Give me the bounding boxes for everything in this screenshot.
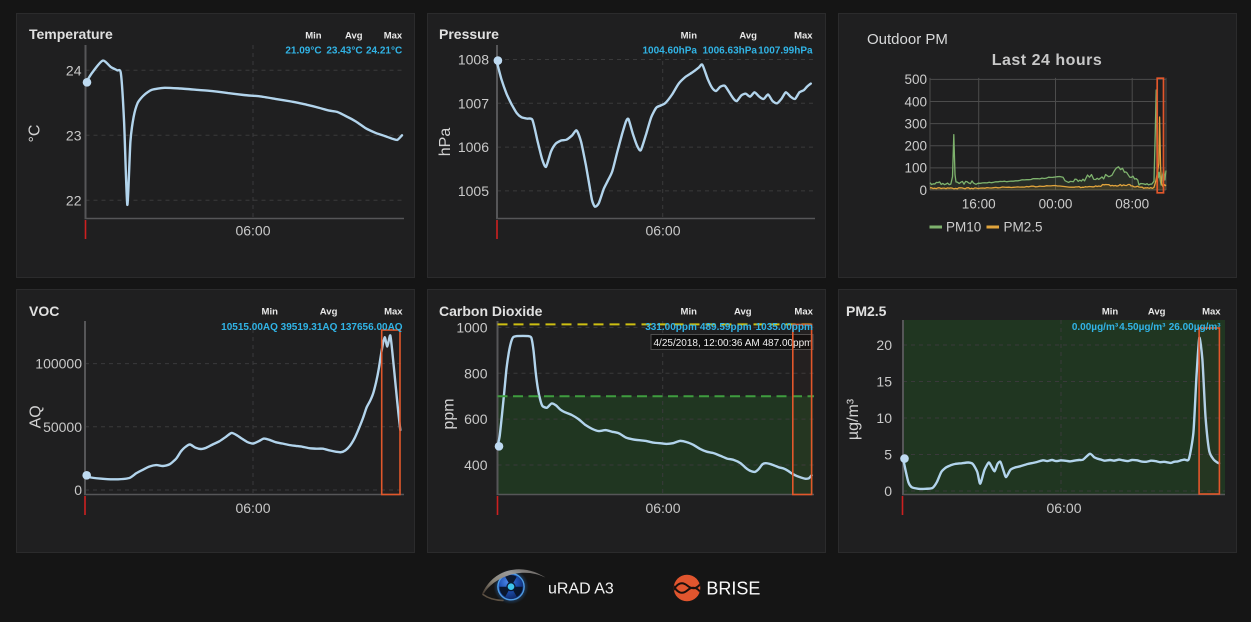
svg-text:489.59ppm: 489.59ppm [700,322,752,333]
svg-text:4.50µg/m³: 4.50µg/m³ [1119,322,1166,333]
svg-text:21.09°C: 21.09°C [285,46,321,57]
svg-text:Min: Min [262,307,279,318]
svg-text:100000: 100000 [35,356,82,372]
svg-text:Min: Min [305,31,322,42]
svg-text:Avg: Avg [734,307,752,318]
svg-text:10: 10 [876,410,892,426]
svg-text:VOC: VOC [29,303,59,319]
svg-text:1035.00ppm: 1035.00ppm [756,322,813,333]
svg-text:0: 0 [919,183,927,198]
svg-text:800: 800 [464,365,488,381]
svg-text:0: 0 [74,482,82,498]
svg-text:331.00ppm: 331.00ppm [645,322,697,333]
svg-text:20: 20 [876,337,892,353]
svg-text:06:00: 06:00 [235,500,270,516]
svg-text:06:00: 06:00 [235,223,270,239]
svg-text:06:00: 06:00 [1046,500,1081,516]
svg-text:Min: Min [1102,307,1119,318]
svg-text:Temperature: Temperature [29,26,113,42]
svg-text:µg/m³: µg/m³ [845,398,862,440]
svg-text:24: 24 [66,62,82,78]
svg-text:1007: 1007 [458,95,489,111]
svg-text:22: 22 [66,192,82,208]
svg-text:0.00µg/m³: 0.00µg/m³ [1072,322,1119,333]
svg-text:PM2.5: PM2.5 [846,303,887,319]
svg-text:Pressure: Pressure [439,26,499,42]
svg-text:BRISE: BRISE [706,579,760,599]
svg-text:ppm: ppm [441,398,458,429]
svg-text:1007.99hPa: 1007.99hPa [758,46,813,57]
svg-text:Max: Max [384,307,403,318]
svg-text:06:00: 06:00 [645,223,680,239]
svg-text:Outdoor PM: Outdoor PM [867,31,948,48]
svg-text:Max: Max [384,31,403,42]
svg-text:600: 600 [464,411,488,427]
svg-text:400: 400 [464,457,488,473]
svg-text:5: 5 [884,447,892,463]
svg-text:1006: 1006 [458,139,489,155]
svg-text:AQ: AQ [28,405,45,428]
svg-text:500: 500 [904,72,927,87]
svg-text:uRAD A3: uRAD A3 [548,581,614,598]
svg-text:Max: Max [794,31,813,42]
svg-text:39519.31AQ: 39519.31AQ [281,322,338,333]
svg-text:4/25/2018, 12:00:36 AM 487.00p: 4/25/2018, 12:00:36 AM 487.00ppm [654,338,813,349]
svg-text:1008: 1008 [458,52,489,68]
svg-text:50000: 50000 [43,419,82,435]
svg-text:Avg: Avg [345,31,363,42]
svg-text:Min: Min [681,307,698,318]
svg-text:Avg: Avg [739,31,757,42]
svg-text:26.00µg/m³: 26.00µg/m³ [1169,322,1222,333]
svg-text:Max: Max [1202,307,1221,318]
svg-text:Avg: Avg [320,307,338,318]
svg-text:Min: Min [681,31,698,42]
svg-text:°C: °C [27,125,44,143]
svg-text:0: 0 [884,483,892,499]
svg-text:06:00: 06:00 [645,500,680,516]
svg-text:hPa: hPa [437,128,454,157]
svg-text:08:00: 08:00 [1115,197,1149,212]
svg-text:24.21°C: 24.21°C [366,46,402,57]
svg-text:23.43°C: 23.43°C [326,46,362,57]
svg-text:100: 100 [904,161,927,176]
svg-text:1004.60hPa: 1004.60hPa [643,46,698,57]
svg-text:300: 300 [904,116,927,131]
svg-text:23: 23 [66,127,82,143]
svg-text:00:00: 00:00 [1039,197,1073,212]
svg-text:Carbon Dioxide: Carbon Dioxide [439,303,543,319]
svg-text:Max: Max [794,307,813,318]
svg-text:Last 24 hours: Last 24 hours [992,52,1103,69]
svg-text:PM2.5: PM2.5 [1004,220,1043,235]
svg-text:15: 15 [876,374,892,390]
svg-text:1006.63hPa: 1006.63hPa [703,46,758,57]
svg-text:137656.00AQ: 137656.00AQ [340,322,402,333]
svg-text:200: 200 [904,139,927,154]
svg-text:1005: 1005 [458,183,489,199]
svg-text:16:00: 16:00 [962,197,996,212]
svg-text:1000: 1000 [456,319,487,335]
svg-text:Avg: Avg [1148,307,1166,318]
svg-text:10515.00AQ: 10515.00AQ [221,322,278,333]
svg-text:PM10: PM10 [946,220,981,235]
svg-text:400: 400 [904,94,927,109]
